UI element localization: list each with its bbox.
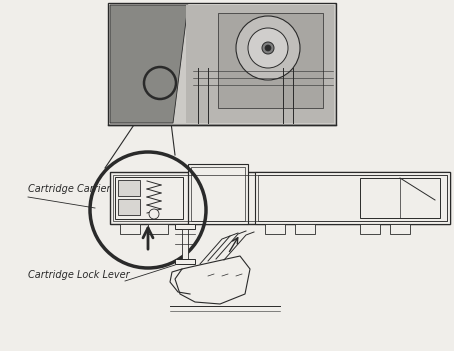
Bar <box>390 224 410 234</box>
Bar <box>148 224 168 234</box>
Bar <box>115 177 183 219</box>
Polygon shape <box>110 5 188 123</box>
Bar <box>191 167 245 221</box>
Circle shape <box>262 42 274 54</box>
Bar <box>113 175 447 221</box>
Circle shape <box>236 16 300 80</box>
Bar <box>360 224 380 234</box>
Bar <box>186 5 334 123</box>
Bar <box>295 224 315 234</box>
Text: Cartridge Carrier: Cartridge Carrier <box>28 184 110 194</box>
Bar <box>175 259 195 264</box>
Bar <box>360 178 440 218</box>
Bar <box>265 224 285 234</box>
Bar <box>108 3 336 125</box>
Bar <box>182 229 188 259</box>
Circle shape <box>149 209 159 219</box>
Bar <box>109 4 335 124</box>
Bar <box>120 224 140 234</box>
Bar <box>218 13 323 108</box>
Bar <box>175 224 195 229</box>
Circle shape <box>265 45 271 51</box>
Bar <box>118 199 140 215</box>
Bar <box>188 164 248 224</box>
Bar <box>110 172 450 224</box>
Polygon shape <box>175 256 250 304</box>
Bar <box>118 180 140 196</box>
Bar <box>255 172 450 224</box>
Text: Cartridge Lock Lever: Cartridge Lock Lever <box>28 270 130 280</box>
Circle shape <box>248 28 288 68</box>
Bar <box>258 175 447 221</box>
